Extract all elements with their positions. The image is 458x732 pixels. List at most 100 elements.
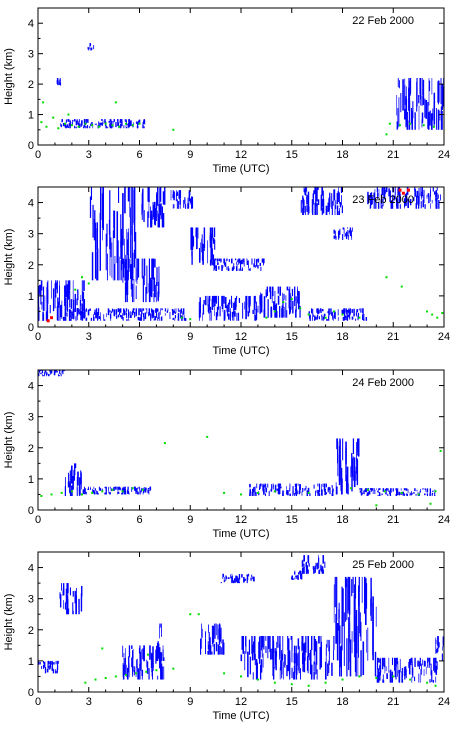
- aerosol-point: [172, 667, 175, 670]
- aerosol-point: [273, 310, 276, 313]
- cloud-region: [59, 583, 83, 615]
- aerosol-point: [197, 613, 200, 616]
- aerosol-point: [392, 675, 395, 678]
- cloud-region: [198, 295, 258, 321]
- x-tick-label: 18: [336, 149, 348, 161]
- y-tick-label: 3: [28, 229, 34, 241]
- aerosol-point: [358, 675, 361, 678]
- aerosol-point: [42, 101, 45, 104]
- aerosol-point: [434, 490, 437, 493]
- precip-point: [401, 191, 405, 195]
- cloud-region: [62, 308, 187, 321]
- axes-frame: [37, 551, 445, 693]
- plot-area: [38, 187, 444, 323]
- precip-point: [50, 316, 54, 320]
- y-tick-label: 4: [28, 381, 34, 393]
- aerosol-point: [307, 684, 310, 687]
- x-tick-label: 9: [187, 331, 193, 343]
- aerosol-point: [441, 312, 444, 314]
- panel-date-label: 25 Feb 2000: [352, 559, 414, 571]
- x-tick-label: 3: [86, 149, 92, 161]
- y-tick-label: 0: [28, 687, 34, 699]
- aerosol-point: [409, 122, 412, 125]
- aerosol-point: [388, 122, 391, 125]
- cloud-region: [435, 636, 444, 661]
- aerosol-point: [439, 449, 442, 452]
- aerosol-point: [290, 298, 293, 300]
- aerosol-point: [429, 502, 432, 505]
- aerosol-point: [431, 313, 434, 316]
- aerosol-point: [146, 653, 149, 656]
- aerosol-point: [138, 122, 141, 125]
- aerosol-point: [118, 125, 121, 128]
- aerosol-point: [114, 675, 117, 678]
- y-tick-label: 4: [28, 198, 34, 210]
- x-tick-label: 24: [438, 149, 450, 161]
- aerosol-point: [282, 301, 285, 304]
- cloud-region: [220, 573, 255, 584]
- x-tick-label: 12: [235, 514, 247, 526]
- aerosol-point: [349, 487, 352, 490]
- aerosol-point: [101, 647, 104, 650]
- aerosol-point: [358, 316, 361, 319]
- y-tick-label: 4: [28, 18, 34, 30]
- aerosol-point: [145, 670, 148, 673]
- x-tick-label: 0: [35, 331, 41, 343]
- aerosol-point: [60, 491, 63, 494]
- plot-area: [38, 555, 444, 687]
- aerosol-point: [131, 487, 134, 490]
- aerosol-point: [400, 285, 403, 288]
- y-tick-label: 2: [28, 79, 34, 91]
- x-tick-label: 6: [136, 696, 142, 708]
- x-tick-label: 3: [86, 696, 92, 708]
- axes-frame: [37, 186, 445, 328]
- aerosol-point: [114, 101, 117, 104]
- aerosol-point: [223, 491, 226, 494]
- aerosol-point: [111, 124, 114, 127]
- aerosol-point: [64, 122, 67, 125]
- x-tick-label: 21: [387, 149, 399, 161]
- aerosol-point: [385, 133, 388, 136]
- aerosol-point: [333, 310, 336, 313]
- precip-point: [406, 188, 410, 192]
- aerosol-point: [366, 488, 369, 491]
- cloud-region: [64, 463, 82, 496]
- aerosol-point: [172, 128, 175, 131]
- cloud-region: [60, 119, 146, 129]
- panel-date-label: 24 Feb 2000: [352, 377, 414, 389]
- aerosol-point: [45, 125, 48, 128]
- aerosol-point: [84, 122, 87, 125]
- plot-area: [38, 370, 442, 507]
- x-tick-label: 0: [35, 514, 41, 526]
- cloud-region: [38, 660, 59, 674]
- x-tick-label: 6: [136, 331, 142, 343]
- aerosol-point: [273, 490, 276, 493]
- aerosol-point: [104, 677, 107, 679]
- aerosol-point: [77, 125, 80, 128]
- x-tick-label: 18: [336, 696, 348, 708]
- aerosol-point: [111, 488, 114, 491]
- y-tick-label: 0: [28, 140, 34, 152]
- x-tick-label: 24: [438, 514, 450, 526]
- cloud-region: [291, 570, 303, 580]
- x-tick-label: 0: [35, 149, 41, 161]
- x-tick-label: 24: [438, 331, 450, 343]
- x-tick-label: 0: [35, 696, 41, 708]
- cloud-region: [141, 187, 166, 228]
- y-tick-label: 1: [28, 656, 34, 668]
- aerosol-point: [341, 678, 344, 681]
- x-tick-label: 12: [235, 331, 247, 343]
- x-tick-label: 6: [136, 514, 142, 526]
- cloud-region: [333, 576, 377, 677]
- y-tick-label: 2: [28, 260, 34, 272]
- cloud-region: [199, 623, 225, 655]
- y-axis-label: Height (km): [3, 594, 15, 651]
- x-tick-label: 24: [438, 696, 450, 708]
- aerosol-point: [273, 681, 276, 684]
- aerosol-point: [70, 490, 73, 493]
- aerosol-point: [290, 683, 293, 686]
